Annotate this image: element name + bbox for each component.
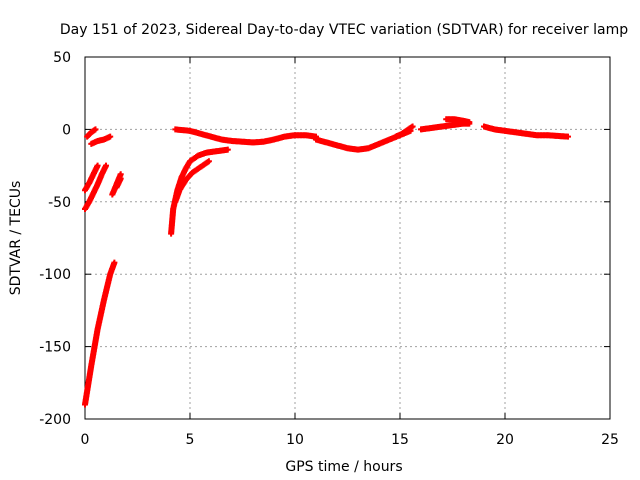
x-tick-label: 10 <box>286 432 304 448</box>
x-tick-label: 15 <box>391 432 409 448</box>
y-axis-label: SDTVAR / TECUs <box>8 181 24 296</box>
grid-lines <box>85 57 610 419</box>
x-tick-label: 0 <box>81 432 90 448</box>
y-tick-label: -50 <box>48 195 71 211</box>
data-point <box>466 119 473 126</box>
data-point <box>205 158 212 165</box>
y-tick-label: -200 <box>39 412 71 428</box>
data-point <box>117 175 124 182</box>
x-axis-tick-labels: 0 5 10 15 20 25 <box>81 432 619 448</box>
data-point <box>103 162 109 169</box>
x-tick-label: 25 <box>601 432 619 448</box>
x-tick-label: 20 <box>496 432 514 448</box>
data-point <box>107 133 114 140</box>
x-axis-label: GPS time / hours <box>285 459 402 475</box>
y-tick-label: -150 <box>39 340 71 356</box>
x-tick-label: 5 <box>186 432 195 448</box>
data-point <box>94 162 101 169</box>
data-point <box>224 146 231 153</box>
axis-ticks <box>84 56 611 420</box>
plot-frame <box>84 56 611 420</box>
y-tick-label: 50 <box>53 50 71 66</box>
y-tick-label: -100 <box>39 267 71 283</box>
data-point <box>409 123 416 130</box>
chart-title: Day 151 of 2023, Sidereal Day-to-day VTE… <box>60 22 628 38</box>
data-points <box>82 116 571 408</box>
data-point <box>92 126 99 133</box>
data-point <box>111 259 118 266</box>
data-point <box>565 133 571 140</box>
y-axis-tick-labels: -200 -150 -100 -50 0 50 <box>39 50 71 428</box>
y-tick-label: 0 <box>62 122 71 138</box>
